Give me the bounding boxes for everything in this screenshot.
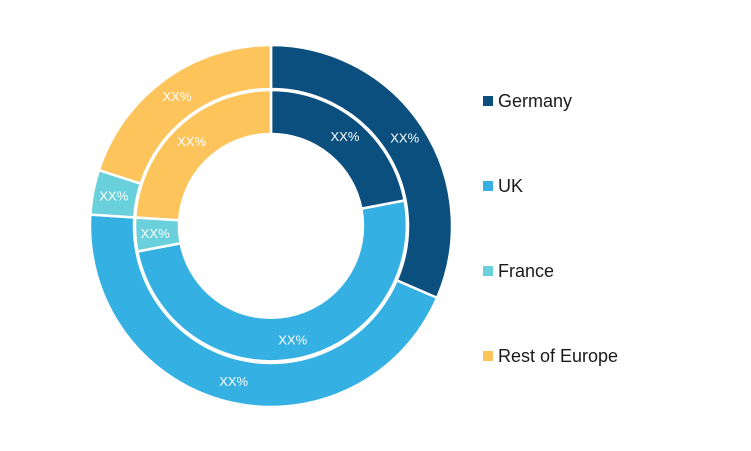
legend-item-germany[interactable]: Germany xyxy=(483,88,733,114)
legend-swatch-germany xyxy=(483,96,493,106)
outer-label-france: XX% xyxy=(99,189,128,204)
outer-label-germany: XX% xyxy=(390,131,419,146)
legend-item-uk[interactable]: UK xyxy=(483,173,733,199)
legend-label-uk: UK xyxy=(498,175,524,196)
legend-swatch-rest-of-europe xyxy=(483,351,493,361)
legend-label-germany: Germany xyxy=(498,90,573,111)
segment-labels: XX% XX% XX% XX% XX% XX% XX% XX% xyxy=(99,89,419,389)
outer-slice-uk[interactable] xyxy=(88,213,439,409)
inner-label-uk: XX% xyxy=(278,332,307,347)
inner-label-rest-of-europe: XX% xyxy=(177,134,206,149)
inner-ring xyxy=(133,88,409,363)
chart-legend: Germany UK France Rest of Europe xyxy=(483,88,733,428)
inner-label-france: XX% xyxy=(141,226,170,241)
outer-ring xyxy=(88,43,454,409)
legend-item-rest-of-europe[interactable]: Rest of Europe xyxy=(483,343,733,369)
inner-slice-uk[interactable] xyxy=(135,199,409,363)
inner-label-germany: XX% xyxy=(330,129,359,144)
outer-label-uk: XX% xyxy=(219,374,248,389)
legend-swatch-france xyxy=(483,266,493,276)
inner-slice-rest-of-europe[interactable] xyxy=(133,88,273,222)
legend-label-france: France xyxy=(498,260,555,281)
legend-item-france[interactable]: France xyxy=(483,258,733,284)
outer-label-rest-of-europe: XX% xyxy=(162,89,191,104)
legend-swatch-uk xyxy=(483,181,493,191)
legend-label-rest-of-europe: Rest of Europe xyxy=(498,345,619,366)
